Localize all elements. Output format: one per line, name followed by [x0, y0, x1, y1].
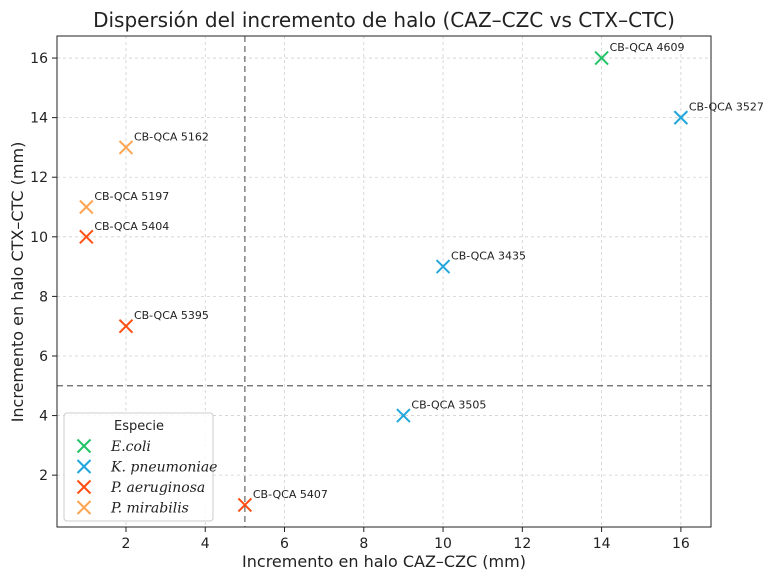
- x-marker-stroke: [79, 199, 94, 215]
- legend-label: P. mirabilis: [110, 501, 189, 517]
- chart-title: Dispersión del incremento de halo (CAZ–C…: [93, 8, 675, 32]
- y-tick-label: 2: [39, 468, 48, 484]
- y-tick-label: 12: [30, 170, 48, 186]
- data-point: [673, 110, 689, 125]
- point-label: CB-QCA 5197: [94, 190, 169, 203]
- point-label: CB-QCA 3527: [689, 101, 764, 114]
- point-label: CB-QCA 5407: [253, 488, 328, 501]
- point-label: CB-QCA 5404: [94, 220, 169, 233]
- legend-label: E.coli: [110, 439, 151, 455]
- legend-marker: [76, 479, 92, 495]
- x-tick-label: 16: [672, 536, 690, 552]
- x-marker-stroke: [396, 408, 411, 423]
- x-tick-label: 10: [434, 536, 452, 552]
- plot-frame: [56, 35, 712, 528]
- point-label: CB-QCA 5395: [134, 309, 209, 322]
- x-axis-label: Incremento en halo CAZ–CZC (mm): [242, 552, 526, 571]
- data-point: [594, 50, 609, 66]
- data-point: [396, 408, 411, 423]
- data-point: [118, 318, 134, 334]
- y-axis-label: Incremento en halo CTX–CTC (mm): [8, 142, 27, 423]
- legend-marker: [76, 500, 92, 515]
- data-point: [79, 229, 94, 245]
- point-label: CB-QCA 3435: [451, 250, 526, 263]
- x-marker-stroke: [435, 259, 451, 274]
- data-point: [118, 140, 134, 155]
- x-marker-stroke: [76, 500, 92, 515]
- legend-marker: [76, 459, 92, 474]
- y-tick-label: 14: [30, 111, 48, 127]
- x-tick-label: 6: [280, 536, 289, 552]
- x-marker-stroke: [237, 497, 253, 513]
- x-tick-label: 4: [201, 536, 210, 552]
- legend-title: Especie: [114, 419, 164, 434]
- x-marker-stroke: [594, 50, 609, 66]
- x-tick-label: 12: [513, 536, 531, 552]
- x-marker-stroke: [76, 479, 92, 495]
- point-label: CB-QCA 4609: [610, 41, 685, 54]
- y-tick-label: 6: [39, 349, 48, 365]
- x-marker-stroke: [79, 229, 94, 245]
- y-tick-label: 8: [39, 289, 48, 305]
- y-tick-label: 4: [39, 409, 48, 425]
- x-tick-label: 8: [359, 536, 368, 552]
- point-label: CB-QCA 5162: [134, 130, 209, 143]
- legend-marker: [76, 438, 92, 454]
- legend: Especie E.coli K. pneumoniae P. aeruginosa…: [63, 412, 217, 522]
- x-marker-stroke: [76, 459, 92, 474]
- data-point: [435, 259, 451, 274]
- point-label: CB-QCA 3505: [411, 399, 486, 412]
- x-tick-label: 14: [593, 536, 611, 552]
- legend-label: P. aeruginosa: [110, 480, 205, 496]
- x-tick-label: 2: [122, 536, 131, 552]
- x-marker-stroke: [118, 140, 134, 155]
- x-marker-stroke: [76, 438, 92, 454]
- data-point: [79, 199, 94, 215]
- legend-label: K. pneumoniae: [110, 460, 217, 476]
- y-tick-label: 16: [30, 51, 48, 67]
- x-marker-stroke: [118, 318, 134, 334]
- x-marker-stroke: [673, 110, 689, 125]
- y-tick-label: 10: [30, 230, 48, 246]
- data-point: [237, 497, 253, 513]
